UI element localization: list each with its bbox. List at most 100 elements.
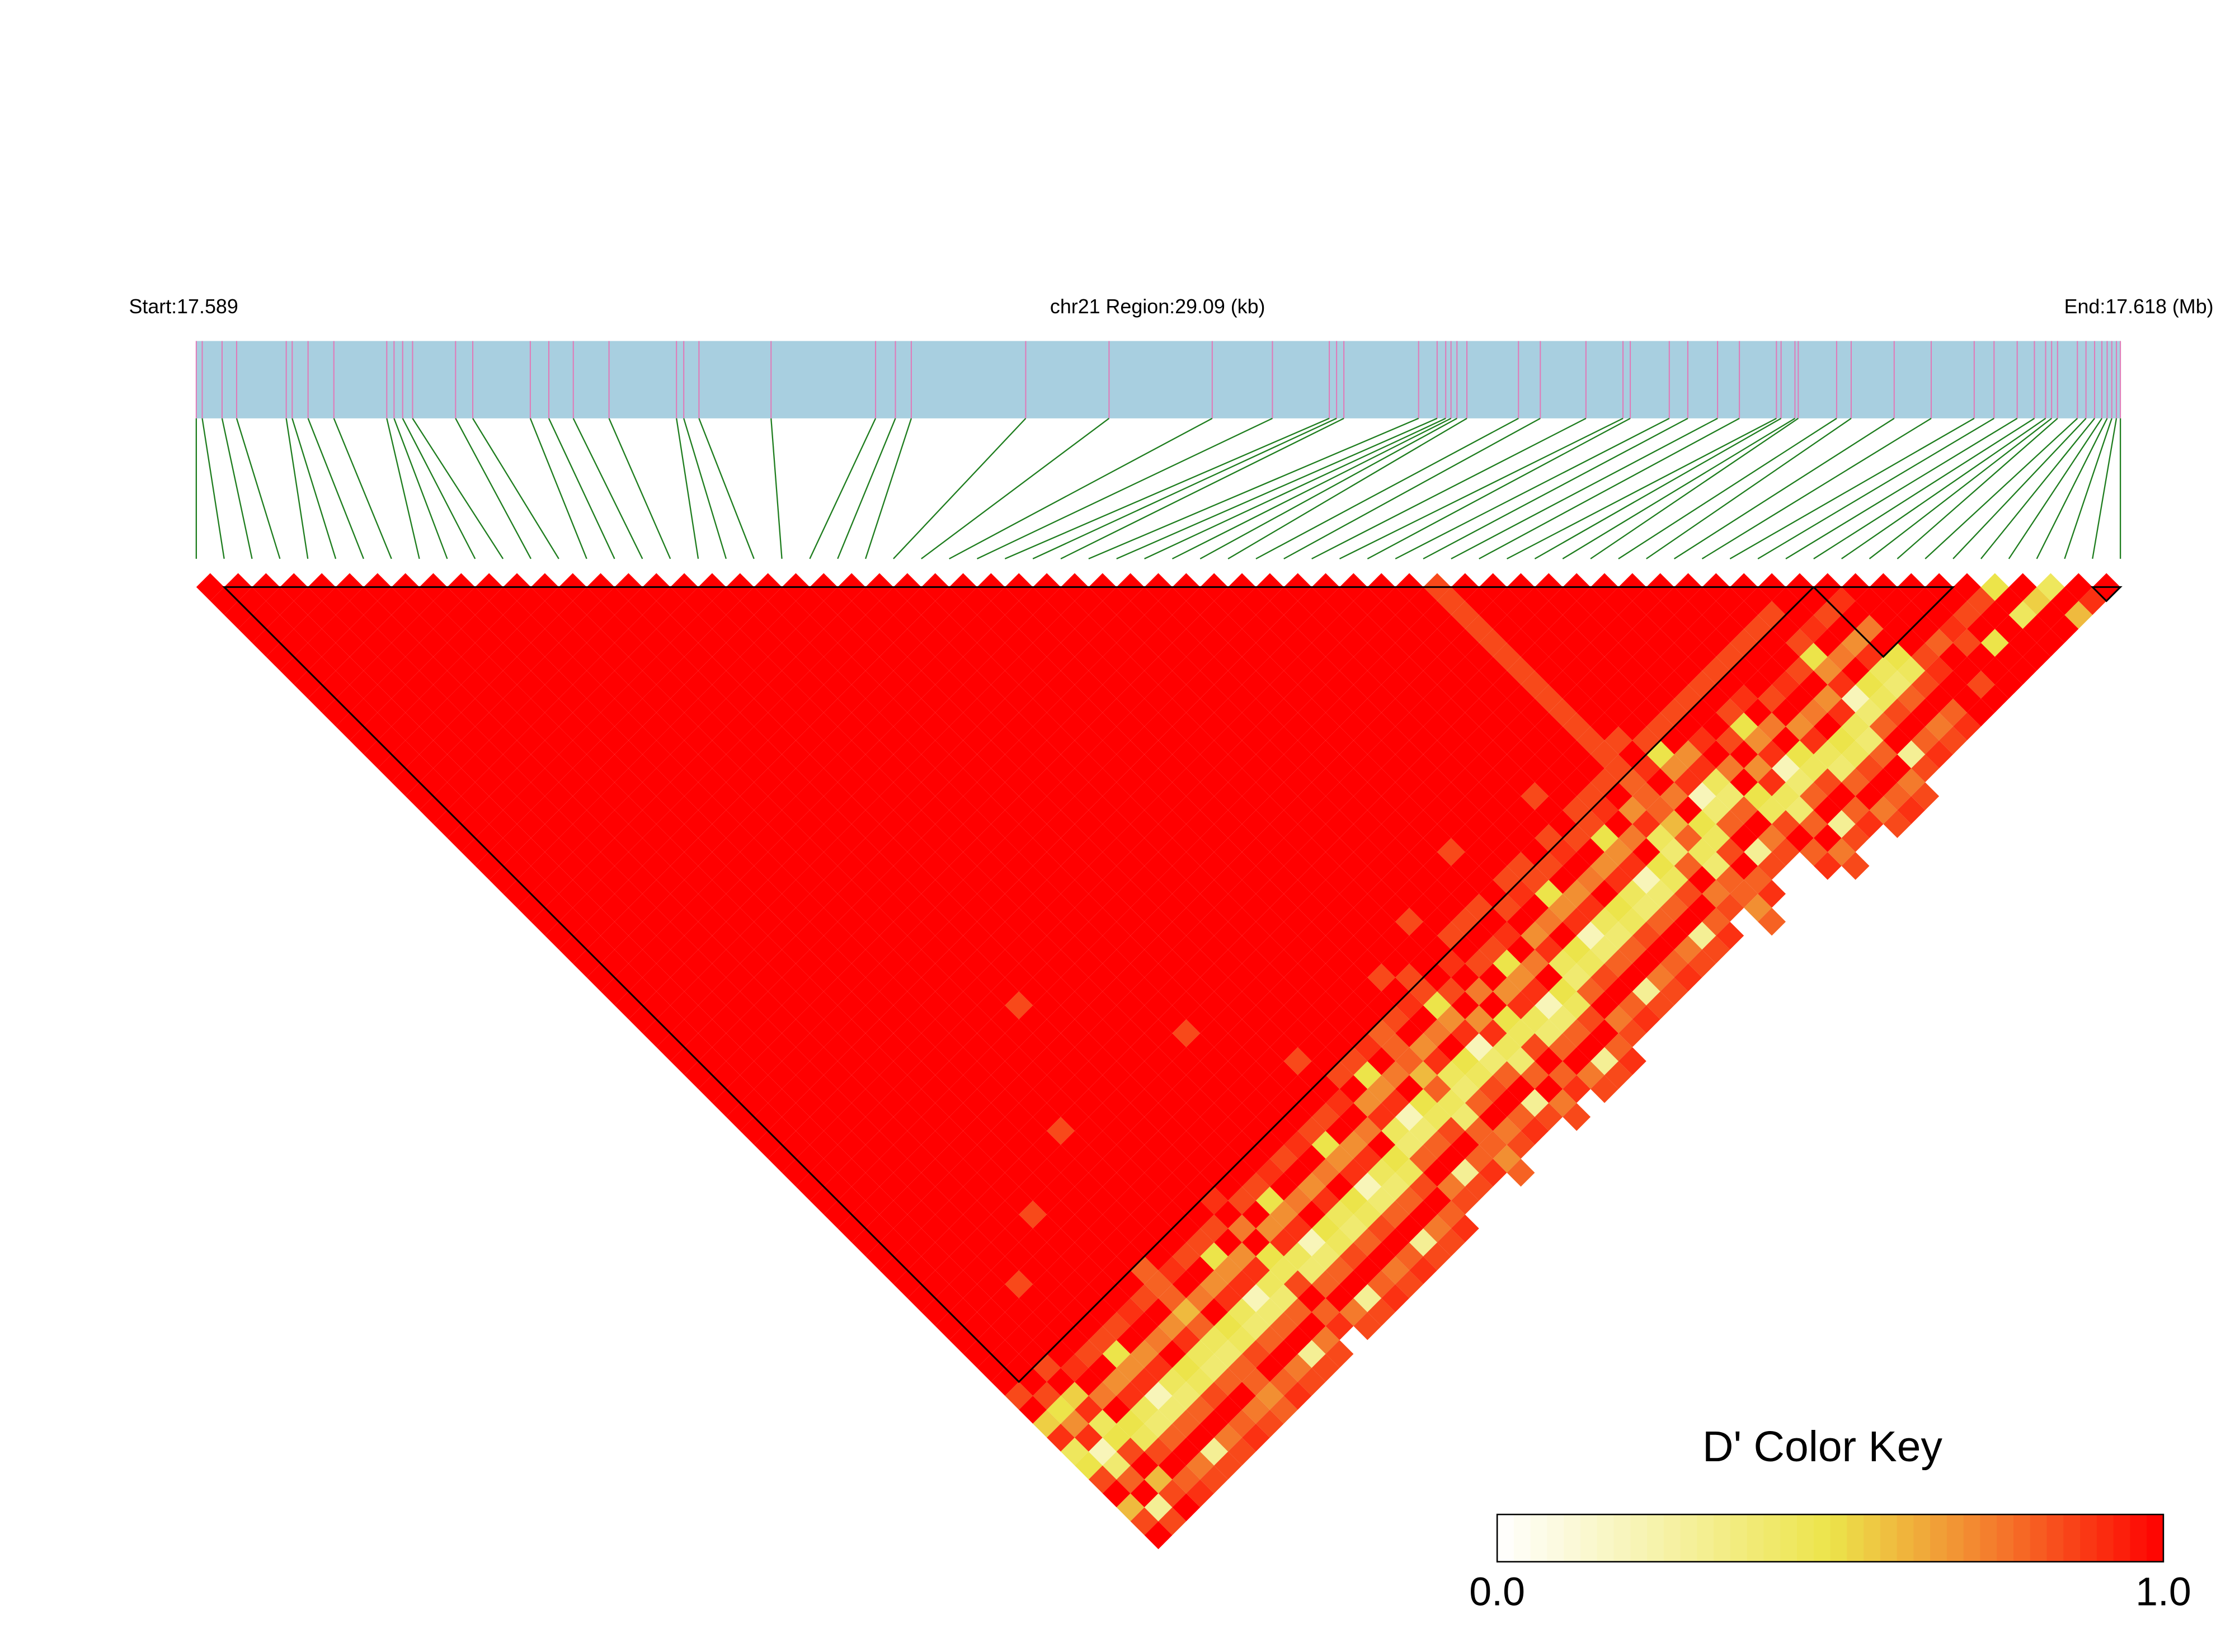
ld-cell — [1005, 824, 1033, 852]
ld-cell — [1535, 907, 1563, 936]
ld-cell — [1172, 1354, 1201, 1382]
ld-cell — [1311, 851, 1340, 880]
snp-connector — [221, 418, 253, 559]
ld-cell — [1061, 851, 1089, 880]
ld-cell — [879, 977, 907, 1006]
ld-cell — [1186, 615, 1215, 643]
ld-cell — [461, 726, 490, 755]
ld-cell — [1200, 1465, 1229, 1494]
ld-cell — [1563, 740, 1591, 769]
ld-cell — [1549, 587, 1577, 615]
ld-cell — [1437, 643, 1465, 671]
ld-cell — [824, 1117, 852, 1145]
ld-cell — [1088, 963, 1117, 992]
ld-cell — [1521, 1005, 1549, 1033]
ld-cell — [1521, 726, 1549, 755]
ld-cell — [1841, 712, 1870, 741]
ld-cell — [1130, 670, 1159, 699]
snp-connector — [865, 418, 912, 559]
ld-cell — [1019, 1145, 1047, 1173]
ld-cell — [1688, 782, 1716, 811]
ld-cell — [1172, 684, 1201, 713]
ld-cell — [1451, 851, 1479, 880]
ld-cell — [1005, 1075, 1033, 1103]
ld-cell — [642, 824, 671, 852]
ld-cell — [1255, 629, 1284, 657]
ld-cell — [391, 601, 420, 629]
ld-cell — [1088, 1354, 1117, 1382]
ld-cell — [1186, 1256, 1215, 1284]
ld-cell — [977, 684, 1005, 713]
ld-cell — [1772, 782, 1800, 811]
ld-cell — [1061, 768, 1089, 797]
ld-cell — [419, 796, 448, 825]
ld-cell — [1242, 726, 1270, 755]
ld-cell — [1144, 1214, 1173, 1242]
ld-cell — [949, 768, 977, 797]
snp-connector — [2008, 418, 2102, 559]
ld-cell — [1813, 824, 1842, 852]
ld-cell — [1535, 991, 1563, 1020]
ld-cell — [796, 587, 824, 615]
ld-cell — [252, 629, 280, 657]
ld-cell — [1507, 935, 1535, 964]
ld-cell — [1688, 587, 1716, 615]
ld-cell — [837, 907, 866, 936]
ld-cell — [991, 615, 1019, 643]
ld-cell — [447, 768, 476, 797]
ld-cell — [907, 698, 935, 727]
ld-cell — [837, 657, 866, 685]
ld-cell — [1102, 726, 1131, 755]
ld-cell — [810, 991, 838, 1020]
ld-cell — [1061, 740, 1089, 769]
ld-cell — [1367, 1075, 1396, 1103]
end-label: End:17.618 (Mb) — [2064, 295, 2214, 318]
ld-cell — [1172, 629, 1201, 657]
ld-cell — [824, 1173, 852, 1201]
ld-cell — [1019, 754, 1047, 783]
ld-cell — [1563, 935, 1591, 964]
ld-cell — [1158, 615, 1187, 643]
ld-cell — [1646, 768, 1674, 797]
ld-cell — [475, 851, 504, 880]
ld-cell — [1242, 1228, 1270, 1256]
color-key-swatch — [1864, 1514, 1881, 1562]
ld-cell — [1953, 629, 1981, 657]
ld-cell — [963, 810, 991, 839]
ld-cell — [1618, 684, 1646, 713]
ld-cell — [726, 935, 754, 964]
ld-cell — [1005, 1270, 1033, 1298]
ld-cell — [1535, 740, 1563, 769]
ld-cell — [1297, 643, 1326, 671]
ld-cell — [322, 587, 350, 615]
color-key-swatch — [2130, 1514, 2147, 1562]
ld-cell — [754, 796, 782, 825]
ld-cell — [558, 824, 587, 852]
ld-cell — [1005, 879, 1033, 908]
ld-cell — [824, 977, 852, 1006]
ld-cell — [1493, 1089, 1521, 1117]
color-key-swatch — [1763, 1514, 1781, 1562]
ld-cell — [754, 824, 782, 852]
ld-cell — [1061, 657, 1089, 685]
ld-cell — [768, 921, 796, 950]
snp-connector — [2092, 418, 2118, 559]
ld-cell — [782, 629, 810, 657]
ld-cell — [726, 907, 754, 936]
ld-cell — [1116, 684, 1145, 713]
ld-cell — [1255, 657, 1284, 685]
ld-cell — [1242, 1423, 1270, 1452]
ld-cell — [1841, 851, 1870, 880]
ld-cell — [1535, 1103, 1563, 1131]
ld-cell — [1311, 1326, 1340, 1354]
ld-cell — [1061, 684, 1089, 713]
color-key-swatch — [1880, 1514, 1898, 1562]
ld-cell — [1869, 657, 1898, 685]
ld-cell — [1479, 796, 1507, 825]
ld-cell — [558, 629, 587, 657]
color-key-swatch — [1530, 1514, 1548, 1562]
ld-cell — [991, 670, 1019, 699]
ld-cell — [363, 601, 392, 629]
ld-cell — [308, 601, 336, 629]
ld-cell — [600, 921, 629, 950]
